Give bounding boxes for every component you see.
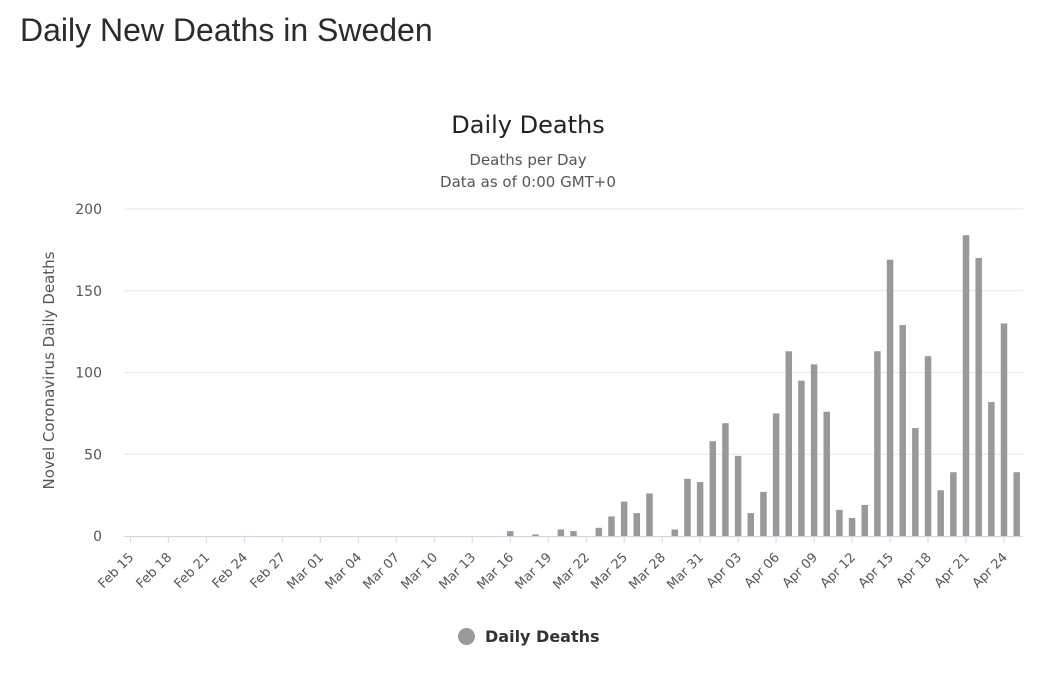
legend-swatch-icon [458, 628, 475, 645]
y-tick-label: 100 [75, 366, 102, 382]
bar-apr-09[interactable] [810, 364, 818, 536]
x-tick-label: Apr 12 [818, 550, 859, 591]
grid-lines [124, 208, 1023, 455]
bar-mar-27[interactable] [646, 493, 653, 536]
bars [506, 235, 1020, 536]
bar-apr-21[interactable] [962, 235, 970, 536]
legend-label: Daily Deaths [485, 627, 600, 646]
x-tick-label: Mar 28 [626, 550, 669, 593]
bar-apr-16[interactable] [899, 325, 906, 536]
x-tick-label: Apr 24 [970, 550, 1011, 591]
bar-apr-17[interactable] [912, 428, 919, 536]
x-tick-label: Mar 04 [323, 550, 366, 593]
x-tick-label: Feb 18 [134, 550, 176, 592]
x-tick-label: Mar 13 [436, 550, 479, 593]
bar-apr-13[interactable] [861, 504, 868, 536]
bar-apr-22[interactable] [975, 258, 982, 536]
bar-mar-24[interactable] [608, 516, 615, 536]
bar-apr-04[interactable] [747, 513, 755, 536]
bar-mar-29[interactable] [671, 529, 679, 536]
x-tick-label: Feb 21 [172, 550, 214, 592]
x-tick-label: Mar 07 [360, 550, 403, 593]
bar-apr-24[interactable] [1000, 323, 1008, 536]
bar-apr-08[interactable] [798, 380, 805, 536]
x-tick-label: Mar 10 [398, 550, 441, 593]
y-tick-label: 200 [75, 202, 102, 218]
bar-mar-26[interactable] [633, 513, 641, 536]
bar-apr-03[interactable] [734, 455, 742, 536]
bar-apr-25[interactable] [1013, 472, 1020, 536]
bar-apr-20[interactable] [950, 472, 957, 536]
bar-apr-05[interactable] [760, 491, 767, 536]
bar-apr-18[interactable] [924, 356, 932, 536]
x-tick-label: Apr 03 [704, 550, 745, 591]
y-axis-ticks: 0 50 100 150 200 [75, 202, 102, 545]
bar-apr-15[interactable] [886, 259, 894, 536]
x-tick-label: Feb 24 [210, 550, 252, 592]
bar-mar-20[interactable] [557, 529, 565, 536]
bar-mar-16[interactable] [506, 531, 514, 536]
bar-mar-30[interactable] [684, 478, 691, 536]
y-tick-label: 150 [75, 284, 102, 300]
bar-mar-21[interactable] [570, 531, 577, 536]
bar-apr-14[interactable] [874, 351, 881, 536]
y-tick-label: 0 [93, 529, 102, 545]
x-tick-label: Apr 09 [780, 550, 821, 591]
bar-apr-19[interactable] [937, 490, 944, 536]
legend-item-daily-deaths[interactable]: Daily Deaths [458, 627, 600, 646]
x-tick-label: Apr 06 [742, 550, 783, 591]
x-tick-label: Mar 31 [664, 550, 707, 593]
y-tick-label: 50 [84, 447, 102, 463]
x-tick-label: Apr 21 [932, 550, 973, 591]
x-tick-label: Apr 15 [856, 550, 897, 591]
y-axis-title: Novel Coronavirus Daily Deaths [40, 251, 58, 489]
x-tick-label: Feb 15 [96, 550, 138, 592]
x-tick-label: Feb 27 [248, 550, 290, 592]
bar-apr-10[interactable] [823, 411, 830, 536]
bar-apr-02[interactable] [722, 423, 729, 536]
x-tick-label: Mar 19 [512, 550, 555, 593]
bar-apr-06[interactable] [772, 413, 780, 536]
x-tick-label: Mar 22 [550, 550, 593, 593]
bar-mar-23[interactable] [595, 527, 603, 536]
x-tick-label: Apr 18 [894, 550, 935, 591]
x-tick-label: Mar 16 [474, 550, 517, 593]
bar-apr-11[interactable] [836, 509, 843, 536]
bar-mar-25[interactable] [620, 501, 628, 536]
x-tick-label: Mar 01 [285, 550, 328, 593]
x-tick-label: Mar 25 [588, 550, 631, 593]
chart-subtitle: Deaths per Day [469, 151, 587, 169]
bar-mar-31[interactable] [696, 482, 704, 536]
bar-apr-23[interactable] [988, 401, 995, 536]
bar-apr-07[interactable] [785, 351, 793, 536]
chart-data-timestamp: Data as of 0:00 GMT+0 [440, 173, 616, 191]
page-heading: Daily New Deaths in Sweden [20, 12, 433, 48]
bar-apr-12[interactable] [848, 518, 856, 536]
chart-title: Daily Deaths [451, 111, 605, 139]
bar-apr-01[interactable] [709, 441, 717, 536]
bar-mar-18[interactable] [532, 534, 539, 536]
